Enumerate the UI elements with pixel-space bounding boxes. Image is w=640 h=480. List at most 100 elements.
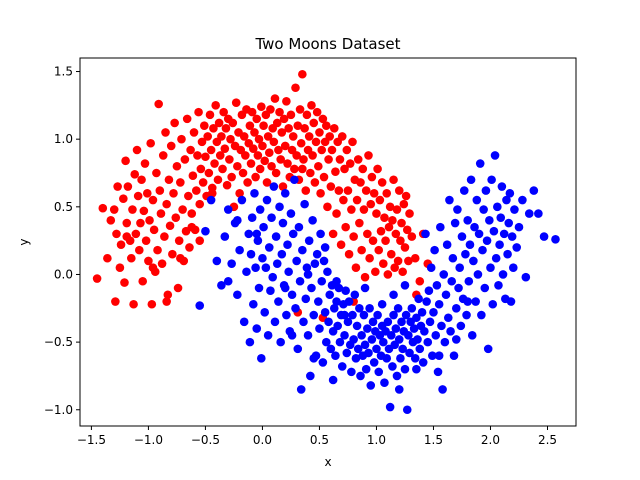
data-point-s0-89 xyxy=(210,159,219,168)
data-point-s0-50 xyxy=(165,221,175,231)
data-point-s1-149 xyxy=(398,344,407,354)
data-point-s1-117 xyxy=(361,364,371,374)
data-point-s0-88 xyxy=(209,124,218,133)
data-point-s0-46 xyxy=(161,128,170,137)
data-point-s0-198 xyxy=(334,186,344,195)
data-point-s1-81 xyxy=(320,308,330,317)
data-point-s1-71 xyxy=(309,310,319,320)
data-point-s0-246 xyxy=(389,175,398,185)
data-point-s0-111 xyxy=(235,188,244,198)
data-point-s0-109 xyxy=(233,161,242,171)
data-point-s1-89 xyxy=(329,303,339,313)
data-point-s0-239 xyxy=(381,236,390,245)
data-point-s1-185 xyxy=(439,270,449,279)
data-point-s1-235 xyxy=(496,213,506,222)
plot-frame xyxy=(79,57,577,427)
data-point-s0-48 xyxy=(163,290,173,300)
data-point-s1-116 xyxy=(360,340,370,350)
data-point-s0-138 xyxy=(266,105,275,114)
data-point-s0-40 xyxy=(154,99,163,109)
data-point-s0-19 xyxy=(130,170,140,179)
data-point-s0-131 xyxy=(258,141,267,151)
data-point-s1-0 xyxy=(195,301,205,310)
data-point-s1-208 xyxy=(465,240,475,250)
data-point-s0-67 xyxy=(185,243,194,252)
data-point-s1-145 xyxy=(393,303,403,313)
data-point-s0-248 xyxy=(391,229,401,239)
data-point-s1-16 xyxy=(246,249,256,259)
data-point-s1-68 xyxy=(306,371,315,381)
data-point-s0-18 xyxy=(129,299,138,309)
data-point-s1-178 xyxy=(431,331,441,340)
data-point-s1-201 xyxy=(457,232,467,241)
data-point-s1-162 xyxy=(413,335,422,344)
data-point-s1-42 xyxy=(276,337,285,347)
data-point-s1-39 xyxy=(272,259,282,268)
data-point-s0-123 xyxy=(249,144,258,153)
data-point-s0-202 xyxy=(339,195,348,205)
data-point-s1-247 xyxy=(510,205,519,214)
data-point-s0-261 xyxy=(407,232,417,241)
data-point-s0-11 xyxy=(120,278,129,287)
data-point-s0-32 xyxy=(145,216,154,225)
data-point-s1-211 xyxy=(469,256,478,266)
data-point-s1-264 xyxy=(400,280,410,290)
data-point-s1-241 xyxy=(503,249,512,259)
data-point-s1-120 xyxy=(365,303,374,313)
data-point-s1-32 xyxy=(264,243,274,252)
data-point-s0-35 xyxy=(148,195,158,205)
data-point-s0-142 xyxy=(270,94,280,103)
data-point-s1-83 xyxy=(323,267,332,277)
data-point-s0-209 xyxy=(347,205,356,214)
data-point-s1-5 xyxy=(220,232,230,241)
data-point-s1-188 xyxy=(442,240,452,250)
y-tick-label-1: −0.5 xyxy=(44,335,73,349)
data-point-s0-52 xyxy=(168,249,177,259)
data-point-s1-93 xyxy=(334,283,344,293)
data-point-s1-86 xyxy=(326,344,336,354)
data-point-s1-227 xyxy=(487,175,496,185)
data-point-s1-146 xyxy=(394,335,404,344)
data-point-s1-233 xyxy=(494,280,503,290)
y-axis: −1.0 −0.5 0.0 0.5 1.0 1.5 xyxy=(44,65,80,417)
data-point-s0-195 xyxy=(331,167,340,176)
data-point-s0-203 xyxy=(340,164,349,174)
data-point-s1-66 xyxy=(303,331,313,340)
data-point-s0-151 xyxy=(280,141,290,151)
data-point-s1-9 xyxy=(233,290,242,300)
data-point-s1-107 xyxy=(350,290,360,300)
y-axis-label: y xyxy=(17,238,31,245)
data-point-s1-121 xyxy=(366,381,376,390)
data-point-s0-219 xyxy=(358,164,368,174)
data-point-s0-126 xyxy=(252,114,262,124)
data-point-s0-139 xyxy=(267,161,276,171)
data-point-s1-205 xyxy=(462,310,471,320)
data-point-s1-214 xyxy=(472,195,482,205)
data-point-s1-14 xyxy=(244,229,254,239)
data-point-s0-187 xyxy=(321,121,331,130)
data-point-s1-219 xyxy=(478,245,487,255)
data-point-s1-55 xyxy=(291,303,300,313)
data-point-s1-1 xyxy=(201,226,210,236)
data-point-s1-140 xyxy=(388,362,397,371)
data-point-s0-102 xyxy=(225,155,234,164)
data-point-s0-240 xyxy=(382,188,392,198)
data-point-s0-181 xyxy=(315,128,324,137)
data-point-s1-275 xyxy=(463,297,472,306)
data-point-s0-132 xyxy=(259,121,268,130)
data-point-s0-12 xyxy=(121,156,130,166)
data-point-s1-3 xyxy=(212,256,222,266)
data-point-s0-208 xyxy=(345,159,355,168)
data-point-s0-81 xyxy=(201,152,210,162)
data-point-s0-149 xyxy=(278,182,288,191)
data-point-s1-41 xyxy=(275,202,284,212)
x-tick-label-7: 2.0 xyxy=(481,433,500,447)
data-point-s0-73 xyxy=(192,186,201,195)
data-point-s0-190 xyxy=(325,132,335,141)
data-point-s0-58 xyxy=(174,236,184,245)
data-point-s1-245 xyxy=(507,232,517,241)
data-point-s1-70 xyxy=(308,216,317,225)
data-point-s1-244 xyxy=(506,297,516,306)
data-point-s0-260 xyxy=(405,209,414,218)
data-point-s1-37 xyxy=(270,317,280,327)
